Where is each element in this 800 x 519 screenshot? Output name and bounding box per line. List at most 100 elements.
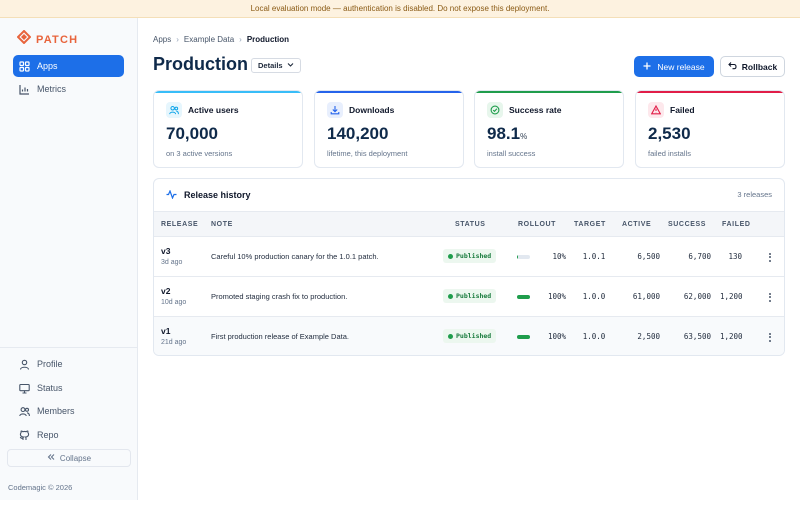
- release-count: 3 releases: [737, 190, 772, 199]
- target-version: 1.0.0: [582, 292, 606, 301]
- active-count: 2,500: [637, 332, 660, 341]
- stat-label: Active users: [188, 105, 239, 115]
- details-dropdown[interactable]: Details: [251, 58, 301, 73]
- col-failed: FAILED: [722, 221, 751, 228]
- stat-subtext: lifetime, this deployment: [327, 149, 408, 158]
- banner-text: Local evaluation mode — authentication i…: [250, 4, 550, 13]
- brand-logo[interactable]: PATCH: [16, 29, 79, 49]
- release-history-header: Release history: [154, 179, 784, 211]
- alert-triangle-icon: [648, 102, 664, 118]
- col-note: NOTE: [211, 221, 233, 228]
- stat-number: 140,200: [327, 124, 389, 143]
- new-release-label: New release: [657, 61, 705, 72]
- stat-value: 70,000: [166, 124, 218, 144]
- details-label: Details: [258, 61, 283, 70]
- active-count: 6,500: [637, 252, 660, 261]
- sidebar-divider: [0, 347, 138, 348]
- rollout-bar: [517, 335, 530, 339]
- sidebar-item-status[interactable]: Status: [13, 377, 124, 399]
- failed-count: 1,200: [720, 292, 743, 301]
- sidebar-item-profile[interactable]: Profile: [13, 353, 124, 375]
- sidebar-item-label: Repo: [37, 430, 59, 440]
- table-row[interactable]: v3 3d ago Careful 10% production canary …: [154, 237, 784, 277]
- sidebar: PATCH Apps Metrics Profile: [0, 18, 138, 500]
- rollback-button[interactable]: Rollback: [720, 56, 785, 77]
- success-count: 63,500: [683, 332, 711, 341]
- sidebar-item-metrics[interactable]: Metrics: [13, 78, 124, 100]
- release-note: Promoted staging crash fix to production…: [211, 292, 348, 301]
- rollout-percent: 10%: [552, 252, 566, 261]
- sidebar-item-apps[interactable]: Apps: [13, 55, 124, 77]
- collapse-button[interactable]: Collapse: [7, 449, 131, 467]
- stat-unit: %: [520, 132, 528, 141]
- activity-icon: [166, 188, 177, 201]
- stat-value: 98.1%: [487, 124, 527, 144]
- rollout-bar-fill: [517, 335, 530, 339]
- breadcrumb-production: Production: [246, 35, 290, 44]
- stat-card-success-rate: Success rate 98.1% install success: [474, 90, 624, 168]
- table-row[interactable]: v2 10d ago Promoted staging crash fix to…: [154, 277, 784, 317]
- stat-label: Success rate: [509, 105, 562, 115]
- sidebar-item-repo[interactable]: Repo: [13, 424, 124, 446]
- release-age: 10d ago: [161, 299, 187, 306]
- monitor-icon: [19, 383, 30, 394]
- failed-count: 130: [728, 252, 742, 261]
- release-version: v1: [161, 326, 171, 336]
- col-active: ACTIVE: [622, 221, 652, 228]
- table-header-row: RELEASE NOTE STATUS ROLLOUT TARGET ACTIV…: [154, 211, 784, 237]
- stat-value: 2,530: [648, 124, 691, 144]
- breadcrumb-example-data[interactable]: Example Data: [183, 35, 235, 44]
- release-history-title: Release history: [184, 190, 251, 200]
- chevron-down-icon: [287, 61, 294, 70]
- status-dot: [448, 253, 453, 259]
- breadcrumb-separator: ›: [239, 35, 242, 44]
- release-age: 21d ago: [161, 339, 187, 346]
- more-options-icon[interactable]: [766, 290, 774, 304]
- sidebar-item-label: Apps: [37, 61, 58, 71]
- rollback-label: Rollback: [741, 61, 778, 72]
- stat-subtext: on 3 active versions: [166, 149, 233, 158]
- more-options-icon[interactable]: [766, 250, 774, 264]
- status-badge: Published: [443, 249, 497, 263]
- more-options-icon[interactable]: [766, 330, 774, 344]
- success-count: 62,000: [683, 292, 711, 301]
- col-target: TARGET: [574, 221, 606, 228]
- status-text: Published: [456, 292, 492, 300]
- stat-card-active-users: Active users 70,000 on 3 active versions: [153, 90, 303, 168]
- table-row[interactable]: v1 21d ago First production release of E…: [154, 317, 784, 355]
- breadcrumb-apps[interactable]: Apps: [153, 35, 172, 44]
- brand-name: PATCH: [36, 33, 79, 46]
- sidebar-item-label: Profile: [37, 359, 63, 369]
- copyright: Codemagic © 2026: [8, 483, 73, 492]
- check-circle-icon: [487, 102, 503, 118]
- main-content: Apps › Example Data › Production Product…: [139, 18, 800, 500]
- col-status: STATUS: [455, 221, 486, 228]
- release-version: v3: [161, 246, 171, 256]
- grid-icon: [19, 60, 30, 72]
- stat-number: 2,530: [648, 124, 691, 143]
- stat-label: Downloads: [349, 105, 395, 115]
- status-dot: [448, 293, 453, 299]
- new-release-button[interactable]: New release: [634, 56, 714, 77]
- breadcrumb: Apps › Example Data › Production: [153, 35, 289, 44]
- stat-accent-bar: [636, 91, 784, 93]
- release-history-card: Release history 3 releases RELEASE NOTE …: [153, 178, 785, 356]
- rollout-bar-fill: [517, 295, 530, 299]
- patch-logo-icon: [16, 29, 32, 49]
- rollout-bar: [517, 295, 530, 299]
- sidebar-item-label: Status: [37, 383, 63, 393]
- stat-card-downloads: Downloads 140,200 lifetime, this deploym…: [314, 90, 464, 168]
- rollout-bar: [517, 255, 530, 259]
- sidebar-item-label: Metrics: [37, 84, 66, 94]
- users-icon: [166, 102, 182, 118]
- stat-accent-bar: [154, 91, 302, 93]
- rollout-bar-fill: [517, 255, 519, 259]
- success-count: 6,700: [688, 252, 711, 261]
- chevrons-left-icon: [47, 453, 55, 463]
- collapse-label: Collapse: [59, 453, 92, 463]
- col-release: RELEASE: [161, 221, 199, 228]
- status-dot: [448, 333, 453, 339]
- active-count: 61,000: [632, 292, 660, 301]
- sidebar-item-members[interactable]: Members: [13, 400, 124, 422]
- status-text: Published: [456, 252, 492, 260]
